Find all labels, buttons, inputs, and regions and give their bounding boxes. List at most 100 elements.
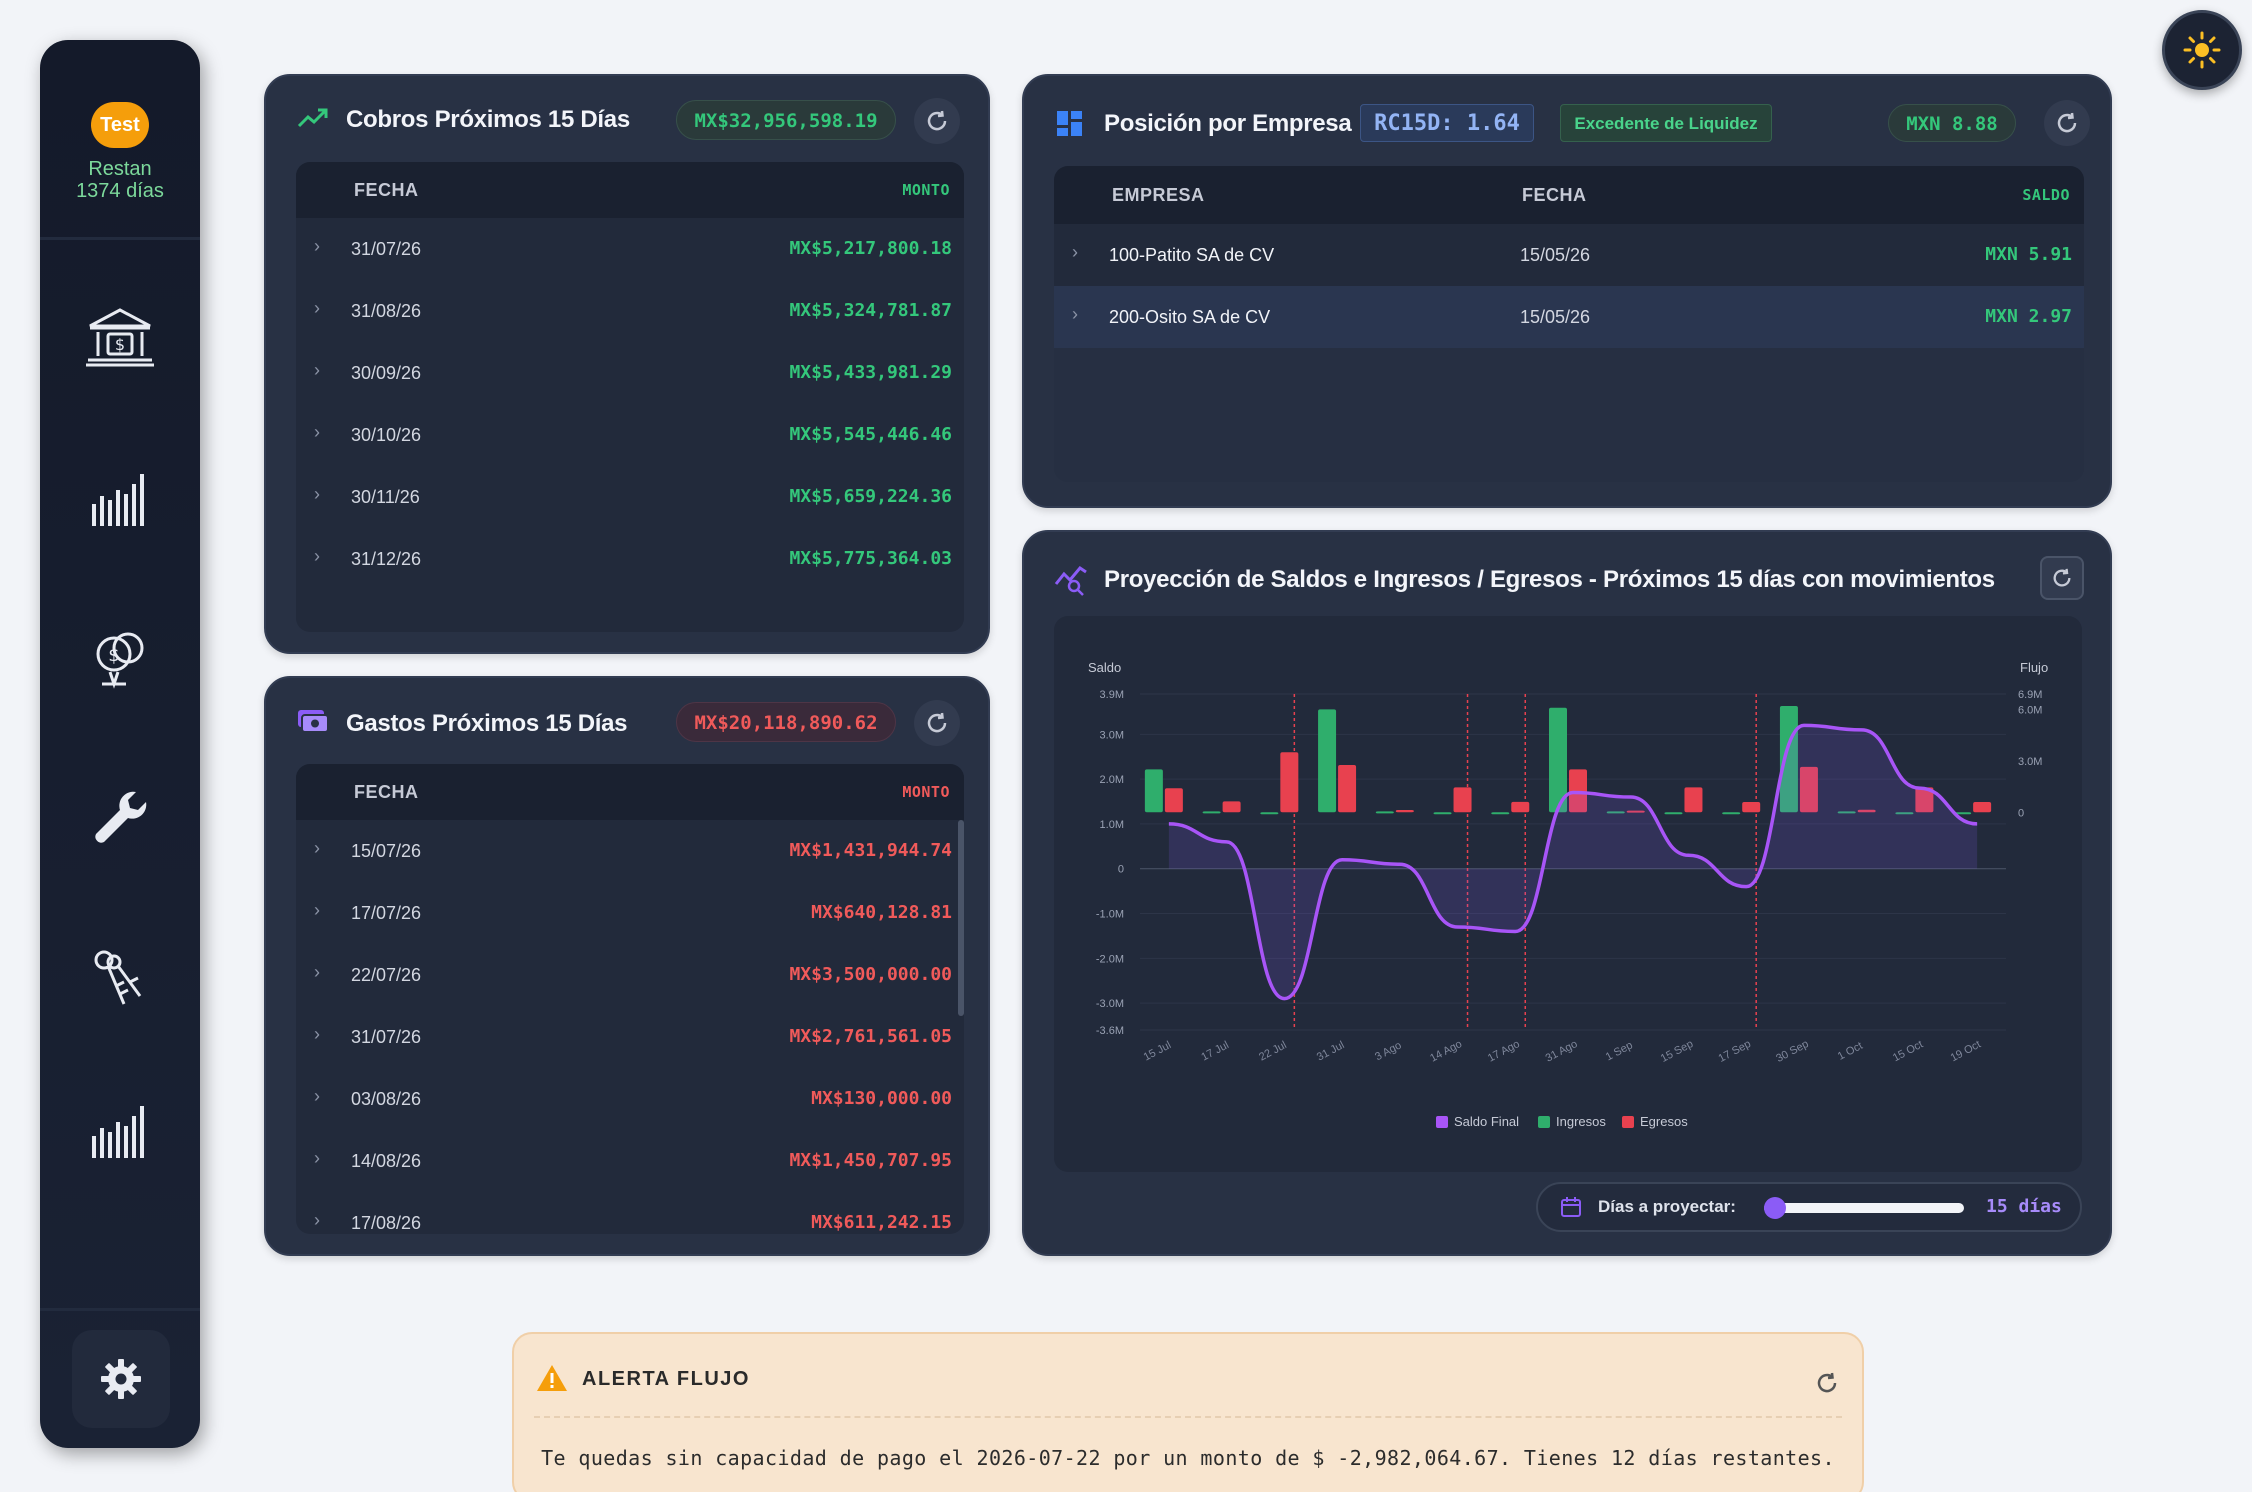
nav-money-icon[interactable]: $ — [80, 618, 160, 698]
posicion-total-badge: MXN 8.88 — [1888, 104, 2016, 142]
alert-refresh-button[interactable] — [1804, 1360, 1850, 1406]
gastos-scrollbar[interactable] — [958, 820, 964, 1016]
col-fecha: FECHA — [354, 180, 419, 200]
legend-swatch — [1622, 1116, 1634, 1128]
row-date: 15/07/26 — [351, 841, 422, 861]
chevron-right-icon[interactable]: › — [314, 298, 320, 318]
bar-ingresos — [1260, 812, 1279, 815]
settings-button[interactable] — [72, 1330, 170, 1428]
row-date: 03/08/26 — [351, 1089, 422, 1109]
chevron-right-icon[interactable]: › — [314, 1210, 320, 1230]
bar-egresos — [1164, 788, 1183, 813]
x-tick-label: 17 Jul — [1199, 1039, 1231, 1063]
refresh-icon — [1817, 1372, 1837, 1393]
chevron-right-icon[interactable]: › — [1072, 242, 1078, 262]
proyeccion-refresh-button[interactable] — [2040, 556, 2084, 600]
chevron-right-icon[interactable]: › — [314, 360, 320, 380]
days-range-slider[interactable] — [1764, 1197, 1964, 1219]
x-tick-label: 1 Oct — [1836, 1040, 1865, 1063]
table-row[interactable]: › 31/08/26 MX$5,324,781.87 — [296, 280, 964, 342]
table-row[interactable]: › 30/09/26 MX$5,433,981.29 — [296, 342, 964, 404]
row-amount: MX$5,659,224.36 — [789, 486, 952, 507]
table-row[interactable]: › 200-Osito SA de CV 15/05/26 MXN 2.97 — [1054, 286, 2084, 348]
gastos-table-header: FECHA MONTO — [296, 764, 964, 820]
col-monto: MONTO — [902, 783, 950, 801]
nav-tools-icon[interactable] — [80, 778, 160, 858]
alert-divider — [534, 1416, 1842, 1418]
row-empresa: 200-Osito SA de CV — [1109, 307, 1271, 327]
cobros-refresh-button[interactable] — [914, 98, 960, 144]
row-date: 31/07/26 — [351, 1027, 422, 1047]
chevron-right-icon[interactable]: › — [314, 1086, 320, 1106]
table-row[interactable]: › 15/07/26 MX$1,431,944.74 — [296, 820, 964, 882]
bar-ingresos — [1433, 812, 1452, 815]
chevron-right-icon[interactable]: › — [314, 962, 320, 982]
chevron-right-icon[interactable]: › — [314, 484, 320, 504]
days-remaining: 1374 días — [76, 180, 164, 202]
chevron-right-icon[interactable]: › — [314, 900, 320, 920]
chevron-right-icon[interactable]: › — [314, 838, 320, 858]
bar-egresos — [1569, 769, 1587, 813]
row-date: 31/08/26 — [351, 301, 422, 321]
row-amount: MX$3,500,000.00 — [789, 964, 952, 985]
chevron-right-icon[interactable]: › — [314, 422, 320, 442]
posicion-title: Posición por Empresa — [1104, 110, 1352, 137]
row-fecha: 15/05/26 — [1520, 245, 1591, 265]
table-row[interactable]: › 14/08/26 MX$1,450,707.95 — [296, 1130, 964, 1192]
nav-reports-icon[interactable] — [80, 1090, 160, 1170]
table-row[interactable]: › 22/07/26 MX$3,500,000.00 — [296, 944, 964, 1006]
row-date: 30/11/26 — [351, 487, 420, 507]
table-row[interactable]: › 31/07/26 MX$2,761,561.05 — [296, 1006, 964, 1068]
table-row[interactable]: › 30/10/26 MX$5,545,446.46 — [296, 404, 964, 466]
saldo-area — [1168, 725, 1978, 999]
col-monto: MONTO — [902, 181, 950, 199]
cobros-table-header: FECHA MONTO — [296, 162, 964, 218]
bar-ingresos — [1144, 769, 1163, 813]
chevron-right-icon[interactable]: › — [314, 236, 320, 256]
gastos-total-badge: MX$20,118,890.62 — [676, 702, 896, 742]
col-fecha: FECHA — [354, 782, 419, 802]
col-saldo: SALDO — [2022, 186, 2070, 204]
slider-value: 15 días — [1986, 1196, 2062, 1217]
chevron-right-icon[interactable]: › — [314, 1148, 320, 1168]
theme-toggle-button[interactable] — [2162, 10, 2242, 90]
gastos-refresh-button[interactable] — [914, 700, 960, 746]
table-row[interactable]: › 17/08/26 MX$611,242.15 — [296, 1192, 964, 1234]
money-pin-icon: $ — [96, 632, 144, 689]
trending-up-icon — [297, 108, 328, 128]
bar-ingresos — [1549, 707, 1567, 813]
table-row[interactable]: › 100-Patito SA de CV 15/05/26 MXN 5.91 — [1054, 224, 2084, 286]
x-tick-label: 17 Ago — [1486, 1038, 1522, 1065]
subscription-remaining: Restan 1374 días — [40, 158, 200, 202]
row-date: 30/10/26 — [351, 425, 422, 445]
warning-icon — [537, 1365, 567, 1391]
saldo-line — [1168, 723, 1978, 1001]
bar-egresos — [1857, 809, 1876, 813]
table-row[interactable]: › 31/12/26 MX$5,775,364.03 — [296, 528, 964, 590]
nav-access-icon[interactable] — [80, 938, 160, 1018]
table-row[interactable]: › 17/07/26 MX$640,128.81 — [296, 882, 964, 944]
dashboard-icon — [1057, 111, 1082, 136]
legend-swatch — [1436, 1116, 1448, 1128]
table-row[interactable]: › 31/07/26 MX$5,217,800.18 — [296, 218, 964, 280]
slider-thumb[interactable] — [1764, 1197, 1786, 1219]
posicion-refresh-button[interactable] — [2044, 100, 2090, 146]
row-amount: MX$1,450,707.95 — [789, 1150, 952, 1171]
refresh-icon — [927, 110, 947, 131]
chevron-right-icon[interactable]: › — [314, 546, 320, 566]
bar-chart-icon — [92, 474, 144, 526]
projection-chart-svg: Saldo Flujo 3.9M 3.0M 2.0M 1.0M 0 -1.0M -2.0M -3.… — [1088, 660, 2048, 1129]
bar-egresos — [1626, 810, 1645, 813]
table-row[interactable]: › 30/11/26 MX$5,659,224.36 — [296, 466, 964, 528]
y-tick-label-right: 3.0M — [2018, 756, 2042, 768]
keys-icon — [94, 950, 142, 1005]
chevron-right-icon[interactable]: › — [1072, 304, 1078, 324]
y-tick-label-right: 6.9M — [2018, 689, 2042, 701]
avatar[interactable]: Test — [91, 102, 149, 148]
chevron-right-icon[interactable]: › — [314, 1024, 320, 1044]
x-tick-label: 22 Jul — [1257, 1039, 1289, 1063]
nav-bank-icon[interactable]: $ — [80, 298, 160, 378]
table-row[interactable]: › 03/08/26 MX$130,000.00 — [296, 1068, 964, 1130]
nav-analytics-icon[interactable] — [80, 458, 160, 538]
svg-text:$: $ — [115, 335, 125, 354]
